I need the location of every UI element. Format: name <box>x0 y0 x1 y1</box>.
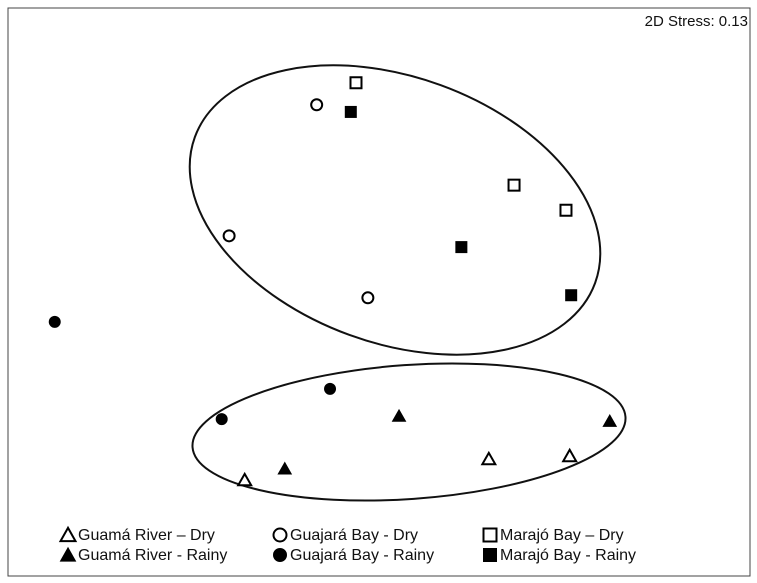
point <box>480 450 498 466</box>
point <box>310 98 324 112</box>
point <box>236 471 253 487</box>
legend-label: Guamá River - Rainy <box>78 547 227 564</box>
legend-marker <box>58 525 78 543</box>
legend-label: Marajó Bay – Dry <box>500 527 624 544</box>
group-ellipse <box>188 64 602 356</box>
legend-label: Guajará Bay - Dry <box>290 527 418 544</box>
legend-marker <box>272 527 288 543</box>
legend-label: Guajará Bay - Rainy <box>290 547 434 564</box>
point <box>222 229 236 243</box>
point <box>324 382 337 395</box>
point <box>361 291 375 305</box>
plot-frame <box>7 7 751 577</box>
point <box>602 413 618 427</box>
point <box>344 105 357 118</box>
legend-marker <box>59 546 77 562</box>
legend-marker <box>273 548 287 562</box>
point <box>559 203 573 217</box>
point <box>48 315 61 328</box>
legend-label: Guamá River – Dry <box>78 527 215 544</box>
legend-marker <box>482 527 498 543</box>
point <box>561 447 578 463</box>
point <box>349 76 363 90</box>
point <box>391 408 407 422</box>
point <box>455 241 468 254</box>
point <box>277 461 293 475</box>
point <box>507 178 521 192</box>
point <box>565 289 578 302</box>
stress-annotation: 2D Stress: 0.13 <box>645 13 748 30</box>
legend-marker <box>483 548 497 562</box>
legend-label: Marajó Bay - Rainy <box>500 547 636 564</box>
group-ellipse <box>191 362 627 502</box>
point <box>215 413 228 426</box>
